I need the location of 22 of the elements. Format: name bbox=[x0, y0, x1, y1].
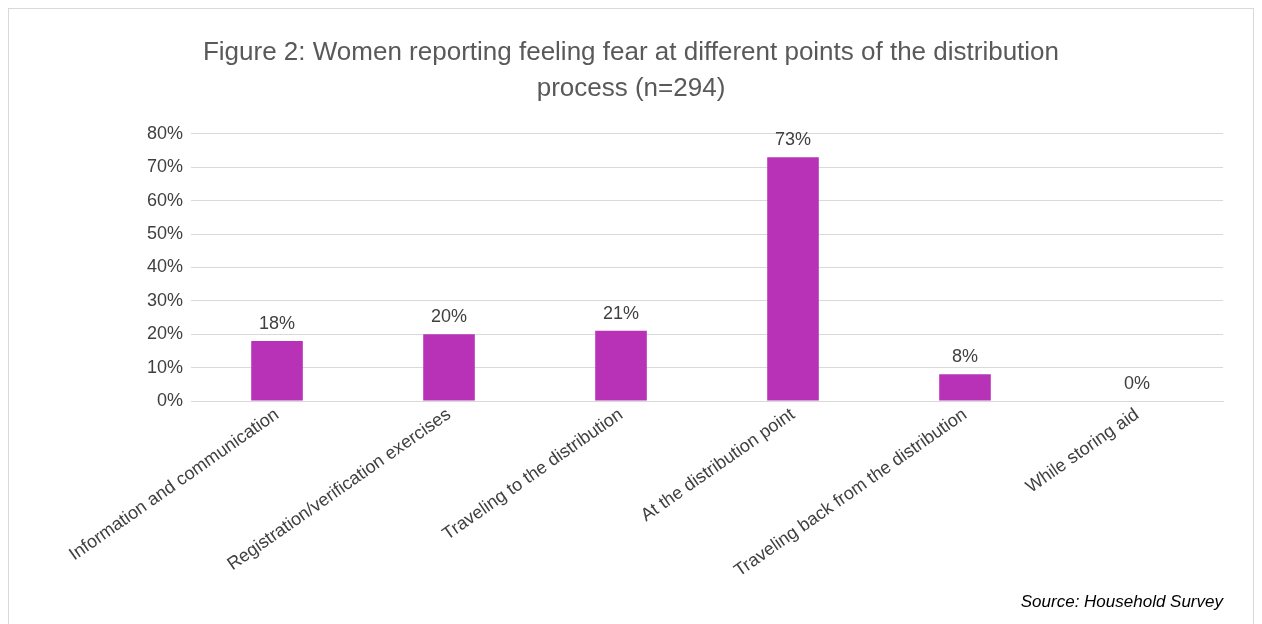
bar bbox=[767, 157, 819, 401]
y-tick-label: 60% bbox=[147, 189, 184, 210]
bar bbox=[423, 334, 475, 401]
bar bbox=[251, 340, 303, 401]
data-label: 20% bbox=[431, 306, 468, 327]
chart-title: Figure 2: Women reporting feeling fear at different points of the distribution process (n=294) bbox=[201, 35, 1061, 104]
y-tick-label: 50% bbox=[147, 222, 184, 243]
data-label: 18% bbox=[259, 312, 296, 333]
data-label: 73% bbox=[775, 129, 812, 150]
y-tick-label: 40% bbox=[147, 256, 184, 277]
y-tick-label: 10% bbox=[147, 356, 184, 377]
y-tick-label: 80% bbox=[147, 122, 184, 143]
data-label: 8% bbox=[952, 346, 979, 367]
source-note: Source: Household Survey bbox=[1020, 592, 1225, 612]
data-label: 0% bbox=[1123, 372, 1151, 393]
y-tick-label: 30% bbox=[147, 289, 184, 310]
y-tick-label: 20% bbox=[147, 323, 184, 344]
y-tick-label: 70% bbox=[147, 156, 184, 177]
y-tick-label: 0% bbox=[157, 389, 184, 410]
bar bbox=[939, 374, 991, 401]
bar bbox=[595, 330, 647, 401]
data-label: 21% bbox=[603, 302, 640, 323]
